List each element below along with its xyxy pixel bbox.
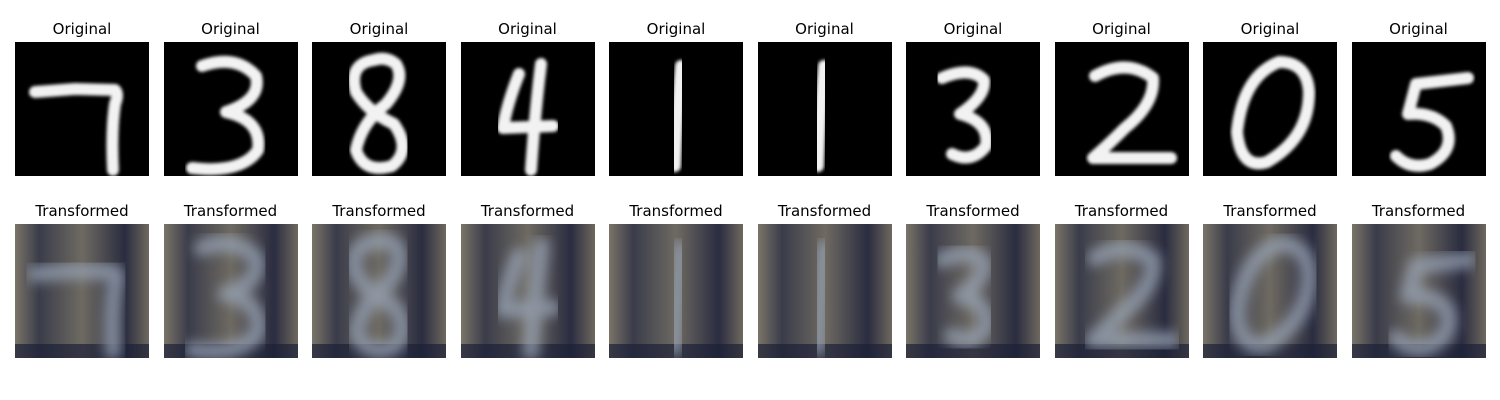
transformed-digit-image: [163, 224, 298, 358]
digit-7-graphic: [15, 42, 149, 176]
transformed-caption: Transformed: [926, 202, 1020, 220]
transformed-caption: Transformed: [1074, 202, 1169, 220]
digit-4-graphic: [460, 224, 595, 358]
original-digit-image: [1203, 42, 1337, 176]
digit-5-graphic: [1351, 224, 1486, 358]
original-caption: Original: [1240, 20, 1300, 38]
digit-1-graphic: [609, 42, 743, 176]
original-digit-image: [757, 42, 892, 176]
original-digit-image: [15, 42, 149, 176]
digit-3-graphic: [906, 42, 1040, 176]
digit-8-graphic: [312, 42, 446, 176]
digit-0-graphic: [1203, 42, 1337, 176]
original-caption: Original: [795, 20, 854, 38]
transformed-caption: Transformed: [183, 202, 278, 220]
transformed-caption: Transformed: [332, 202, 426, 220]
transformed-caption: Transformed: [480, 202, 575, 220]
digit-1-graphic: [609, 224, 743, 358]
transformed-caption: Transformed: [35, 202, 129, 220]
transformed-digit-image: [15, 224, 149, 358]
original-digit-image: [1351, 42, 1486, 176]
original-caption: Original: [201, 20, 260, 38]
original-caption: Original: [349, 20, 409, 38]
original-digit-image: [906, 42, 1040, 176]
transformed-caption: Transformed: [1223, 202, 1317, 220]
original-caption: Original: [52, 20, 112, 38]
original-caption: Original: [1092, 20, 1151, 38]
original-digit-image: [460, 42, 595, 176]
transformed-digit-image: [312, 224, 446, 358]
digit-4-graphic: [460, 42, 595, 176]
digit-0-graphic: [1203, 224, 1337, 358]
transformed-caption: Transformed: [777, 202, 872, 220]
transformed-caption: Transformed: [1371, 202, 1466, 220]
digit-3-graphic: [163, 42, 298, 176]
original-digit-image: [609, 42, 743, 176]
transformed-digit-image: [1054, 224, 1189, 358]
original-caption: Original: [943, 20, 1003, 38]
transformed-digit-image: [906, 224, 1040, 358]
digit-1-graphic: [757, 42, 892, 176]
digit-7-graphic: [15, 224, 149, 358]
digit-5-graphic: [1351, 42, 1486, 176]
digit-2-graphic: [1054, 42, 1189, 176]
original-digit-image: [163, 42, 298, 176]
transformed-digit-image: [460, 224, 595, 358]
transformed-digit-image: [757, 224, 892, 358]
original-caption: Original: [646, 20, 706, 38]
original-digit-image: [1054, 42, 1189, 176]
digit-3-graphic: [906, 224, 1040, 358]
digit-8-graphic: [312, 224, 446, 358]
transformed-digit-image: [1203, 224, 1337, 358]
digit-3-graphic: [163, 224, 298, 358]
transformed-caption: Transformed: [629, 202, 723, 220]
original-caption: Original: [498, 20, 557, 38]
original-digit-image: [312, 42, 446, 176]
transformed-digit-image: [609, 224, 743, 358]
transformed-digit-image: [1351, 224, 1486, 358]
original-caption: Original: [1389, 20, 1448, 38]
digit-2-graphic: [1054, 224, 1189, 358]
digit-1-graphic: [757, 224, 892, 358]
